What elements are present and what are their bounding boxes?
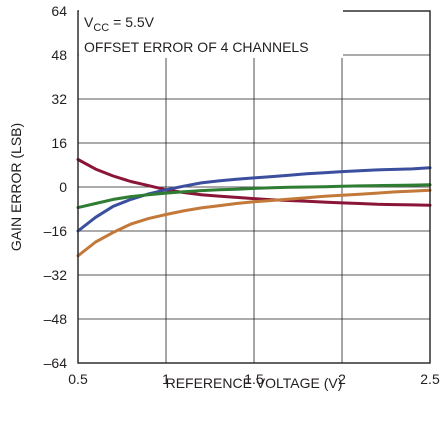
series-line-1 [76, 158, 432, 207]
y-tick-label: –32 [44, 267, 68, 283]
y-tick-label: 0 [59, 179, 67, 195]
annotation-vcc-subscript: CC [93, 22, 109, 34]
y-tick-label: 16 [51, 135, 67, 151]
y-tick-label: 32 [51, 91, 67, 107]
series-lines [76, 158, 432, 258]
y-tick-label: –48 [44, 311, 68, 327]
y-tick-label: 48 [51, 47, 67, 63]
chart-annotation: VCC = 5.5V OFFSET ERROR OF 4 CHANNELS [79, 10, 343, 58]
x-tick-labels: 0.5 1 1.5 2 2.5 [68, 371, 440, 387]
annotation-background [79, 10, 343, 58]
y-axis-title: GAIN ERROR (LSB) [8, 123, 24, 251]
x-tick-label: 2 [338, 371, 346, 387]
annotation-vcc-prefix: V [84, 14, 94, 30]
y-tick-labels: 64 48 32 16 0 –16 –32 –48 –64 [44, 3, 68, 371]
x-tick-label: 1 [162, 371, 170, 387]
y-tick-label: –16 [44, 223, 68, 239]
y-tick-label: 64 [51, 3, 67, 19]
annotation-vcc-value: = 5.5V [109, 14, 154, 30]
x-tick-label: 0.5 [68, 371, 88, 387]
series-line-2 [76, 166, 432, 233]
x-axis-title: REFERENCE VOLTAGE (V) [166, 375, 343, 391]
annotation-vcc: VCC = 5.5V [84, 14, 155, 34]
series-line-3 [76, 183, 432, 210]
series-line-4 [76, 188, 432, 258]
x-tick-label: 1.5 [244, 371, 264, 387]
y-tick-label: –64 [44, 355, 68, 371]
x-tick-label: 2.5 [420, 371, 440, 387]
annotation-line2: OFFSET ERROR OF 4 CHANNELS [84, 39, 309, 55]
